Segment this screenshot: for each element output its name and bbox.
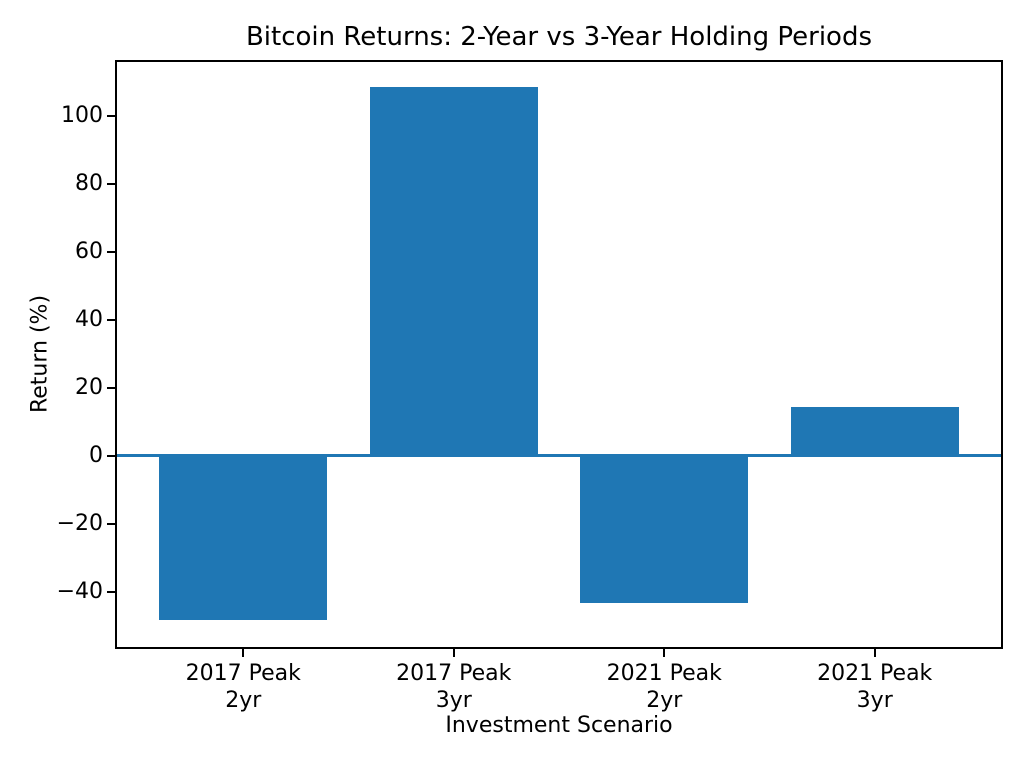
y-tick-label-80: 80 — [75, 171, 103, 197]
y-tick-mark-40 — [107, 318, 116, 321]
y-tick-label--40: −40 — [56, 578, 103, 604]
y-tick-label-0: 0 — [89, 442, 103, 468]
x-tick-mark-2017-peak-3yr — [452, 649, 455, 657]
y-tick-label-40: 40 — [75, 306, 103, 332]
chart-title: Bitcoin Returns: 2-Year vs 3-Year Holdin… — [245, 22, 873, 52]
y-tick-label--20: −20 — [56, 510, 103, 536]
y-tick-label-20: 20 — [75, 374, 103, 400]
y-tick-label-60: 60 — [75, 239, 103, 264]
y-tick-mark-80 — [107, 183, 116, 186]
y-tick-mark--40 — [107, 590, 116, 593]
bar-2017-peak-2yr — [159, 455, 328, 621]
y-tick-mark-0 — [107, 454, 116, 457]
x-tick-label-2017-peak-3yr: 2017 Peak 3yr — [396, 661, 512, 713]
x-tick-label-2021-peak-2yr: 2021 Peak 2yr — [606, 661, 722, 713]
zero-baseline-line — [117, 454, 1001, 458]
bar-2017-peak-3yr — [369, 86, 538, 456]
x-tick-mark-2017-peak-2yr — [242, 649, 245, 657]
x-tick-label-2017-peak-2yr: 2017 Peak 2yr — [185, 661, 301, 713]
x-tick-mark-2021-peak-2yr — [663, 649, 666, 657]
plot-frame — [115, 60, 1003, 649]
bar-2021-peak-2yr — [580, 455, 749, 604]
y-tick-label-100: 100 — [61, 103, 103, 129]
bar-2021-peak-3yr — [790, 407, 959, 456]
x-tick-label-2021-peak-3yr: 2021 Peak 3yr — [817, 661, 933, 713]
y-tick-mark-60 — [107, 251, 116, 253]
plot-area: −40 −20 0 20 40 60 80 100 2017 Peak 2yr 2017 Pea… — [57, 62, 1001, 713]
x-tick-mark-2021-peak-3yr — [873, 649, 876, 657]
y-tick-mark-100 — [107, 115, 116, 118]
y-tick-mark--20 — [107, 522, 116, 525]
x-axis-label: Investment Scenario — [445, 713, 673, 738]
y-tick-mark-20 — [107, 386, 116, 389]
